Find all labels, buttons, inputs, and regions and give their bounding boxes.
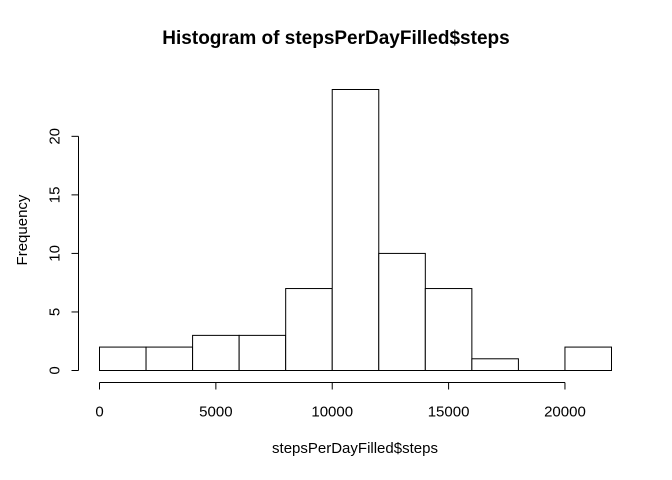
y-tick-label: 5 xyxy=(47,308,64,316)
y-tick-label: 0 xyxy=(47,366,64,374)
x-axis: 0 5000 10000 15000 20000 xyxy=(95,382,586,421)
histogram-bar xyxy=(378,252,426,372)
x-tick-label: 10000 xyxy=(311,404,353,421)
x-tick-label: 5000 xyxy=(199,404,232,421)
histogram-bar xyxy=(471,358,519,371)
y-tick-label: 10 xyxy=(47,245,64,262)
y-tick-label: 20 xyxy=(47,128,64,145)
chart-title: Histogram of stepsPerDayFilled$steps xyxy=(162,28,510,49)
histogram-bar xyxy=(424,288,473,371)
histogram-bar xyxy=(192,334,240,371)
histogram-bar xyxy=(238,334,287,371)
histogram-bars xyxy=(99,89,612,372)
x-tick-label: 0 xyxy=(95,404,103,421)
x-axis-label: stepsPerDayFilled$steps xyxy=(272,440,438,457)
histogram-bar xyxy=(145,346,194,372)
histogram-bar xyxy=(99,346,147,372)
x-tick-label: 20000 xyxy=(544,404,586,421)
histogram-bar xyxy=(564,346,612,372)
y-tick-label: 15 xyxy=(47,187,64,204)
histogram-bar xyxy=(331,89,380,371)
histogram-bar xyxy=(285,288,333,371)
y-axis: 0 5 10 15 20 xyxy=(47,128,79,375)
x-tick-label: 15000 xyxy=(428,404,470,421)
